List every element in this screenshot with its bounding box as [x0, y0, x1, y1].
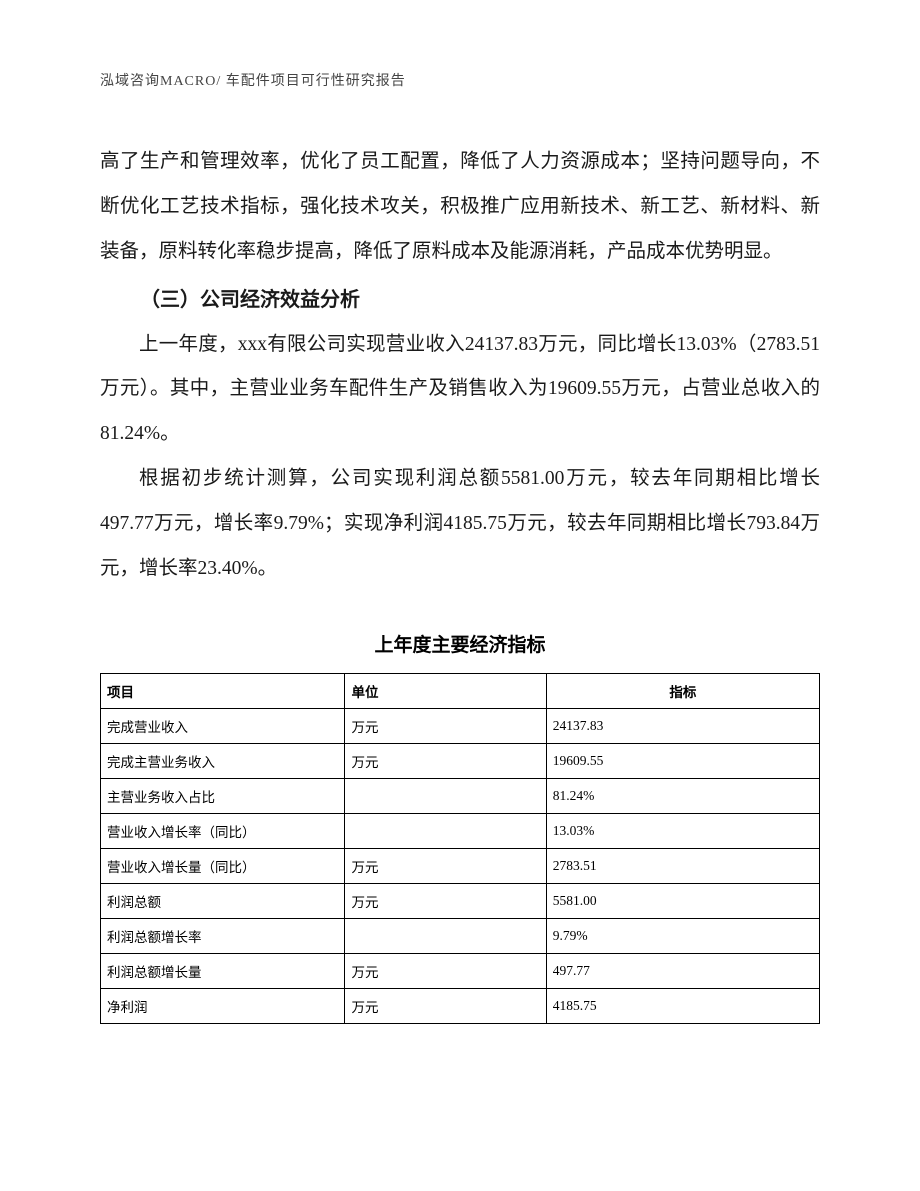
economic-indicators-table: 项目 单位 指标 完成营业收入 万元 24137.83 完成主营业务收入 万元 …: [100, 673, 820, 1024]
table-row: 利润总额增长量 万元 497.77: [101, 953, 820, 988]
cell-unit: 万元: [345, 953, 546, 988]
col-header-unit: 单位: [345, 673, 546, 708]
cell-item: 营业收入增长率（同比）: [101, 813, 345, 848]
cell-unit: 万元: [345, 883, 546, 918]
table-row: 主营业务收入占比 81.24%: [101, 778, 820, 813]
table-row: 营业收入增长量（同比） 万元 2783.51: [101, 848, 820, 883]
paragraph-1: 高了生产和管理效率，优化了员工配置，降低了人力资源成本；坚持问题导向，不断优化工…: [100, 140, 820, 275]
cell-item: 完成主营业务收入: [101, 743, 345, 778]
table-header-row: 项目 单位 指标: [101, 673, 820, 708]
cell-value: 4185.75: [546, 988, 819, 1023]
cell-value: 497.77: [546, 953, 819, 988]
cell-unit: [345, 918, 546, 953]
cell-item: 营业收入增长量（同比）: [101, 848, 345, 883]
table-row: 利润总额增长率 9.79%: [101, 918, 820, 953]
cell-value: 13.03%: [546, 813, 819, 848]
cell-value: 19609.55: [546, 743, 819, 778]
cell-item: 利润总额增长率: [101, 918, 345, 953]
paragraph-2: 上一年度，xxx有限公司实现营业收入24137.83万元，同比增长13.03%（…: [100, 323, 820, 458]
section-heading: （三）公司经济效益分析: [100, 277, 820, 323]
col-header-value: 指标: [546, 673, 819, 708]
cell-item: 利润总额增长量: [101, 953, 345, 988]
cell-item: 净利润: [101, 988, 345, 1023]
cell-unit: 万元: [345, 743, 546, 778]
body-content: 高了生产和管理效率，优化了员工配置，降低了人力资源成本；坚持问题导向，不断优化工…: [100, 140, 820, 592]
table-row: 完成营业收入 万元 24137.83: [101, 708, 820, 743]
table-row: 完成主营业务收入 万元 19609.55: [101, 743, 820, 778]
cell-unit: 万元: [345, 848, 546, 883]
cell-item: 完成营业收入: [101, 708, 345, 743]
cell-item: 主营业务收入占比: [101, 778, 345, 813]
cell-value: 81.24%: [546, 778, 819, 813]
table-row: 营业收入增长率（同比） 13.03%: [101, 813, 820, 848]
page-header: 泓域咨询MACRO/ 车配件项目可行性研究报告: [100, 70, 820, 90]
table-title: 上年度主要经济指标: [100, 630, 820, 657]
paragraph-3: 根据初步统计测算，公司实现利润总额5581.00万元，较去年同期相比增长497.…: [100, 457, 820, 592]
cell-value: 24137.83: [546, 708, 819, 743]
table-row: 净利润 万元 4185.75: [101, 988, 820, 1023]
col-header-item: 项目: [101, 673, 345, 708]
cell-value: 9.79%: [546, 918, 819, 953]
cell-unit: [345, 778, 546, 813]
cell-value: 2783.51: [546, 848, 819, 883]
cell-unit: 万元: [345, 708, 546, 743]
table-row: 利润总额 万元 5581.00: [101, 883, 820, 918]
cell-value: 5581.00: [546, 883, 819, 918]
cell-unit: [345, 813, 546, 848]
cell-item: 利润总额: [101, 883, 345, 918]
cell-unit: 万元: [345, 988, 546, 1023]
